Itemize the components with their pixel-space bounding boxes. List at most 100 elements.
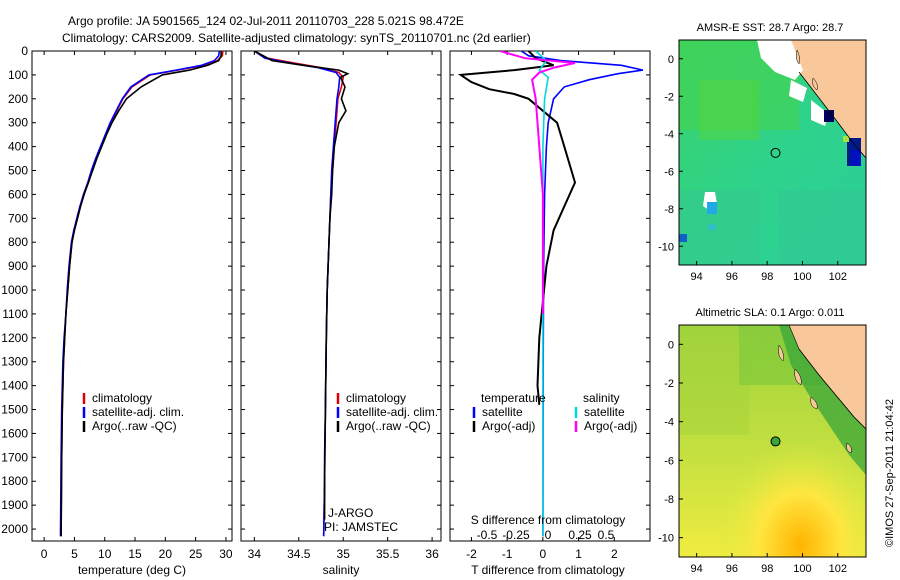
y-tick-label: 600 — [8, 187, 28, 201]
y-tick-label: 100 — [8, 68, 28, 82]
lat-tick-label: -8 — [664, 494, 674, 506]
series-line-salinity-argo-adj- — [499, 51, 576, 314]
x-tick-label: 35 — [337, 547, 351, 561]
legend-label: Argo(-adj) — [482, 419, 535, 433]
s-diff-tick-label: -0.25 — [502, 528, 530, 542]
y-tick-label: 1500 — [1, 403, 28, 417]
s-diff-tick-label: 0.5 — [598, 528, 615, 542]
y-tick-label: 400 — [8, 140, 28, 154]
salinity-xlabel: salinity — [323, 563, 360, 577]
y-tick-label: 1000 — [1, 283, 28, 297]
legend-header: temperature — [481, 391, 546, 405]
series-line-temperature-satellite — [520, 51, 644, 537]
x-tick-label: 0 — [540, 547, 547, 561]
sst-map: AMSR-E SST: 28.7 Argo: 28.7 — [658, 22, 867, 283]
lon-tick-label: 98 — [761, 563, 773, 575]
lon-tick-label: 100 — [793, 563, 811, 575]
legend-label: satellite — [584, 405, 625, 419]
lat-tick-label: -6 — [664, 166, 674, 178]
y-tick-label: 1100 — [2, 307, 28, 321]
pi-label: PI: JAMSTEC — [324, 520, 398, 534]
lat-tick-label: -4 — [664, 417, 674, 429]
series-line-argo-raw-qc- — [253, 51, 350, 520]
profile-title: Argo profile: JA 5901565_124 02-Jul-2011… — [68, 14, 464, 28]
s-diff-tick-label: -0.5 — [477, 528, 498, 542]
y-tick-label: 2000 — [1, 522, 28, 536]
sla-map: Altimetric SLA: 0.1 Argo: 0.011 94 96 98 10… — [658, 307, 867, 575]
s-difference-ticks: -0.5 -0.25 0 0.25 0.5 — [477, 528, 615, 542]
lat-tick-label: -10 — [658, 241, 674, 253]
lon-tick-label: 100 — [793, 271, 811, 283]
y-tick-label: 1700 — [1, 450, 28, 464]
lat-tick-label: -6 — [664, 455, 674, 467]
sla-argo-position-marker — [770, 436, 781, 447]
lat-tick-label: -4 — [664, 129, 674, 141]
legend-label: satellite — [482, 405, 523, 419]
salinity-axis-ticks: 34 34.5 35 35.5 36 — [248, 51, 439, 561]
y-tick-label: 1300 — [1, 355, 28, 369]
legend-label: Argo(..raw -QC) — [346, 419, 431, 433]
t-difference-xlabel: T difference from climatology — [471, 563, 625, 577]
difference-panel: -2 -1 0 1 2 temperature salinitysatelliteArgo… — [449, 50, 651, 577]
lat-tick-label: 0 — [668, 54, 674, 66]
sst-argo-position-marker — [770, 147, 781, 158]
lat-tick-label: 0 — [668, 339, 674, 351]
y-tick-label: 500 — [8, 164, 28, 178]
temperature-panel: 0100200300400500600700800900100011001200… — [1, 44, 233, 577]
s-diff-tick-label: 0.25 — [568, 528, 592, 542]
y-tick-label: 900 — [8, 259, 28, 273]
x-tick-label: 34.5 — [287, 547, 311, 561]
x-tick-label: 1 — [575, 547, 582, 561]
legend-label: Argo(-adj) — [584, 419, 637, 433]
legend-label: climatology — [92, 391, 152, 405]
salinity-lines — [253, 51, 350, 537]
y-tick-label: 1900 — [1, 498, 28, 512]
series-line-temperature-argo-adj- — [457, 51, 577, 405]
x-tick-label: 10 — [98, 547, 112, 561]
imos-stamp: ©IMOS 27-Sep-2011 21:04:42 — [884, 399, 896, 547]
lon-tick-label: 96 — [726, 271, 738, 283]
difference-legend: temperature salinitysatelliteArgo(-adj)sa… — [472, 391, 637, 433]
x-tick-label: 5 — [71, 547, 78, 561]
x-tick-label: 36 — [425, 547, 439, 561]
x-tick-label: -2 — [466, 547, 477, 561]
legend-label: Argo(..raw -QC) — [92, 419, 177, 433]
legend-label: satellite-adj. clim. — [92, 405, 184, 419]
jargo-label: J-ARGO — [328, 506, 373, 520]
lat-tick-label: -10 — [658, 533, 674, 545]
sst-map-image — [679, 40, 866, 265]
lat-tick-label: -2 — [664, 378, 674, 390]
sla-lon-ticks: 94 96 98 100 102 — [691, 553, 847, 575]
x-tick-label: 25 — [189, 547, 203, 561]
y-tick-label: 300 — [8, 116, 28, 130]
x-tick-label: 2 — [611, 547, 618, 561]
sst-map-title: AMSR-E SST: 28.7 Argo: 28.7 — [697, 22, 844, 34]
lon-tick-label: 96 — [726, 563, 738, 575]
difference-y-ticks — [450, 50, 650, 530]
lon-tick-label: 94 — [691, 563, 703, 575]
difference-lines — [457, 51, 644, 537]
x-tick-label: 34 — [248, 547, 262, 561]
x-tick-label: 20 — [159, 547, 173, 561]
s-diff-tick-label: 0 — [545, 528, 552, 542]
legend-label: satellite-adj. clim. — [346, 405, 438, 419]
lat-tick-label: -2 — [664, 91, 674, 103]
lon-tick-label: 102 — [829, 563, 847, 575]
y-tick-label: 1800 — [1, 474, 28, 488]
y-tick-label: 1600 — [1, 426, 28, 440]
s-difference-label: S difference from climatology — [471, 513, 626, 527]
lon-tick-label: 102 — [829, 271, 847, 283]
depth-axis-ticks: 0 100 200 300 400 500 600 700 800 900 1000 1100 1200… — [1, 44, 232, 536]
temperature-axes — [31, 50, 233, 542]
salinity-axes — [240, 50, 442, 542]
sla-lat-ticks: 0 -2 -4 -6 -8 -10 — [658, 339, 683, 545]
sla-map-title: Altimetric SLA: 0.1 Argo: 0.011 — [696, 307, 845, 319]
climatology-title: Climatology: CARS2009. Satellite-adjuste… — [62, 31, 531, 45]
lon-tick-label: 98 — [761, 271, 773, 283]
x-tick-label: 0 — [41, 547, 48, 561]
sst-lon-ticks: 94 96 98 100 102 — [691, 261, 847, 283]
y-tick-label: 1200 — [1, 331, 28, 345]
